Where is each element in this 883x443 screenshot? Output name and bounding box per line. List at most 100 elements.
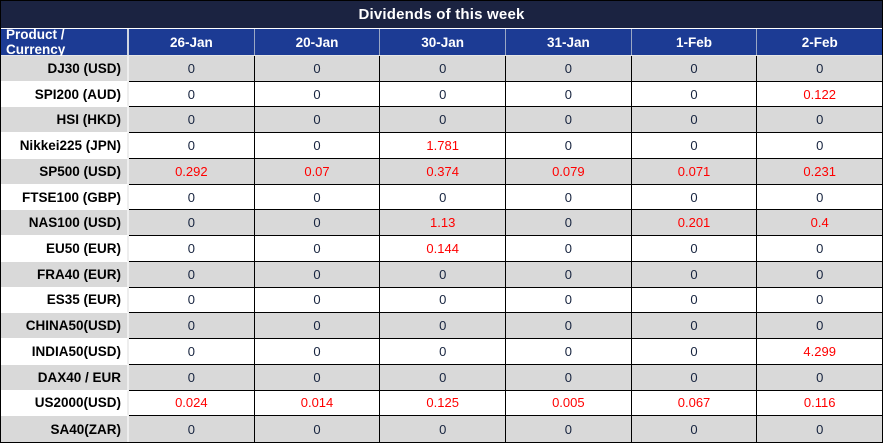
dividend-value-cell: 0.201 (631, 210, 758, 237)
product-label: EU50 (EUR) (1, 236, 129, 262)
dividend-value-cell: 0.231 (757, 159, 883, 185)
dividend-value-cell: 0 (254, 313, 381, 340)
dividend-value-cell: 0 (506, 287, 632, 314)
dividend-value-cell: 0 (380, 416, 507, 443)
dividend-value-cell: 0 (129, 364, 255, 391)
dividend-value-cell: 0.4 (757, 210, 883, 237)
dividend-value-cell: 0.024 (129, 390, 255, 417)
dividend-value-cell: 0 (255, 416, 381, 443)
dividend-value-cell: 1.13 (380, 210, 507, 237)
dividend-value-cell: 0 (631, 364, 758, 391)
dividend-value-cell: 0 (129, 210, 255, 237)
product-label: DJ30 (USD) (1, 56, 129, 82)
dividend-value-cell: 0 (757, 262, 883, 288)
dividend-value-cell: 0 (380, 56, 507, 82)
dividend-value-cell: 0 (380, 81, 507, 108)
product-label: SP500 (USD) (1, 158, 129, 185)
dividend-value-cell: 0 (506, 416, 632, 443)
dividend-value-cell: 0 (757, 56, 883, 82)
dividend-value-cell: 0 (254, 184, 381, 211)
dividend-value-cell: 0 (129, 56, 255, 82)
dividend-value-cell: 0 (631, 133, 758, 159)
table-row: SPI200 (AUD) 0 0 0 0 0 0.122 (1, 81, 883, 108)
dividend-value-cell: 0 (129, 81, 255, 108)
dividend-value-cell: 0 (506, 313, 632, 340)
dividend-value-cell: 0 (757, 185, 883, 211)
dividend-value-cell: 0 (757, 365, 883, 391)
dividend-value-cell: 0 (631, 56, 758, 82)
dividend-value-cell: 0 (129, 133, 255, 159)
dividend-value-cell: 0 (129, 287, 255, 314)
product-label: FRA40 (EUR) (1, 261, 129, 288)
dividend-value-cell: 0 (631, 261, 758, 288)
table-title: Dividends of this week (1, 1, 882, 29)
column-header-date: 20-Jan (255, 29, 381, 55)
dividend-value-cell: 0 (254, 133, 381, 159)
product-label: INDIA50(USD) (1, 339, 129, 365)
dividend-value-cell: 0.125 (380, 390, 507, 417)
dividend-value-cell: 0 (380, 107, 507, 134)
dividend-value-cell: 0 (254, 236, 381, 262)
dividend-value-cell: 1.781 (380, 133, 507, 159)
dividend-value-cell: 0 (254, 107, 381, 134)
dividend-value-cell: 0 (254, 56, 381, 82)
dividend-value-cell: 0 (129, 416, 255, 443)
dividend-value-cell: 0 (631, 184, 758, 211)
dividend-value-cell: 0 (254, 339, 381, 365)
table-row: Nikkei225 (JPN) 0 0 1.781 0 0 0 (1, 133, 883, 159)
product-label: US2000(USD) (1, 390, 129, 417)
product-label: SA40(ZAR) (1, 416, 129, 443)
dividend-value-cell: 0 (757, 313, 883, 340)
dividend-value-cell: 0.079 (506, 158, 632, 185)
dividend-value-cell: 0 (380, 287, 507, 314)
dividend-value-cell: 0 (129, 184, 255, 211)
product-label: DAX40 / EUR (1, 364, 129, 391)
dividend-value-cell: 0.144 (380, 236, 507, 262)
dividend-value-cell: 0 (631, 339, 758, 365)
table-row: EU50 (EUR) 0 0 0.144 0 0 0 (1, 236, 883, 262)
dividend-value-cell: 0 (506, 339, 632, 365)
dividend-value-cell: 0 (380, 184, 507, 211)
dividend-value-cell: 0 (380, 339, 507, 365)
dividend-value-cell: 0 (254, 210, 381, 237)
table-row: NAS100 (USD) 0 0 1.13 0 0.201 0.4 (1, 210, 883, 237)
table-header-row: Product / Currency 26-Jan 20-Jan 30-Jan 31-… (1, 27, 882, 57)
dividend-value-cell: 0 (632, 416, 758, 443)
dividend-value-cell: 0 (506, 184, 632, 211)
dividend-value-cell: 0 (129, 261, 255, 288)
dividend-value-cell: 0 (129, 313, 255, 340)
dividend-value-cell: 0.071 (631, 158, 758, 185)
column-header-date: 2-Feb (801, 34, 838, 50)
dividend-value-cell: 0 (254, 81, 381, 108)
product-label: NAS100 (USD) (1, 210, 129, 237)
dividend-value-cell: 0.067 (631, 390, 758, 417)
dividend-value-cell: 0 (129, 236, 255, 262)
dividend-value-cell: 0 (631, 287, 758, 314)
dividend-value-cell: 0 (506, 56, 632, 82)
column-header-date: 31-Jan (506, 29, 632, 55)
dividend-value-cell: 0 (506, 81, 632, 108)
dividend-value-cell: 0 (254, 261, 381, 288)
dividend-value-cell: 0.014 (254, 390, 381, 417)
product-label: Nikkei225 (JPN) (1, 133, 129, 159)
dividend-value-cell: 0 (506, 210, 632, 237)
product-label: CHINA50(USD) (1, 313, 129, 340)
dividend-value-cell: 0 (129, 339, 255, 365)
dividend-value-cell: 0.07 (254, 158, 381, 185)
dividend-value-cell: 0 (757, 133, 883, 159)
dividend-value-cell: 0 (380, 364, 507, 391)
column-header-date: 26-Jan (129, 29, 255, 55)
dividend-value-cell: 0.374 (380, 158, 507, 185)
product-label: HSI (HKD) (1, 107, 129, 134)
dividend-value-cell: 0 (506, 364, 632, 391)
dividend-value-cell: 0 (757, 288, 883, 314)
dividend-value-cell: 0 (380, 261, 507, 288)
dividend-value-cell: 0.292 (129, 158, 255, 185)
